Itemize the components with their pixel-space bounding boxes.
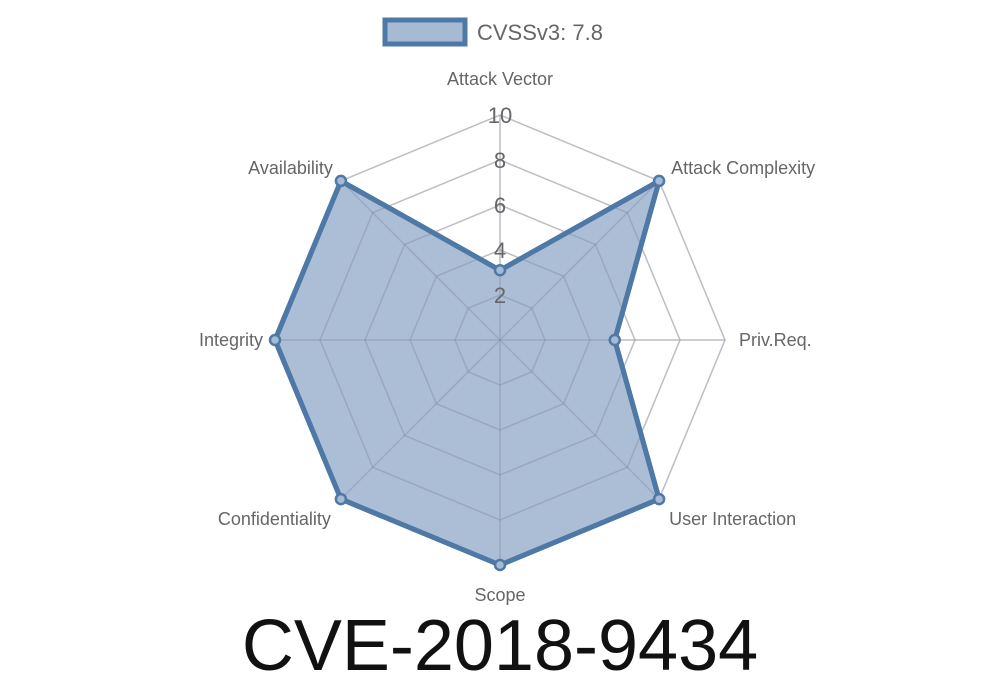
axis-label: Priv.Req. <box>739 330 812 350</box>
data-point <box>608 333 621 347</box>
data-point <box>268 333 282 347</box>
axis-label: Attack Vector <box>447 69 553 89</box>
legend-swatch <box>382 17 468 47</box>
grid-spoke-overlay <box>499 180 660 341</box>
tick-label: 8 <box>494 148 506 173</box>
grid-ring-overlay <box>409 249 591 431</box>
data-point <box>493 558 507 572</box>
tick-label: 6 <box>494 193 506 218</box>
axis-label: Confidentiality <box>218 509 331 529</box>
grid-spoke-overlay <box>340 180 501 341</box>
grid-spoke-overlay <box>340 339 501 500</box>
data-point <box>334 492 348 506</box>
grid-ring-overlay <box>454 294 546 386</box>
axis-label: Availability <box>248 158 333 178</box>
tick-label: 4 <box>494 238 506 263</box>
axis-label: Attack Complexity <box>671 158 815 178</box>
tick-label: 2 <box>494 283 506 308</box>
grid-ring-overlay <box>319 159 681 521</box>
tick-label: 10 <box>488 103 512 128</box>
data-point <box>334 174 348 188</box>
axis-label: User Interaction <box>669 509 796 529</box>
data-point <box>652 492 666 506</box>
axis-label: Integrity <box>199 330 263 350</box>
grid-ring-overlay <box>364 204 636 476</box>
data-point <box>652 174 666 188</box>
axis-label: Scope <box>474 585 525 605</box>
legend-label: CVSSv3: 7.8 <box>477 20 603 45</box>
chart-title: CVE-2018-9434 <box>241 606 759 686</box>
data-point <box>493 264 507 277</box>
grid-spoke-overlay <box>499 339 660 500</box>
